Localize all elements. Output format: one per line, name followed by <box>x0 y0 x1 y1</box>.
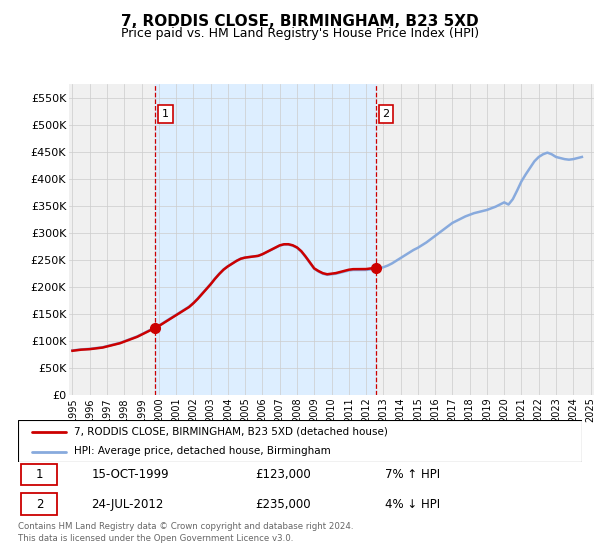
Text: £123,000: £123,000 <box>255 468 311 482</box>
Text: 7, RODDIS CLOSE, BIRMINGHAM, B23 5XD (detached house): 7, RODDIS CLOSE, BIRMINGHAM, B23 5XD (de… <box>74 427 388 437</box>
FancyBboxPatch shape <box>21 493 58 515</box>
Text: 1: 1 <box>35 468 43 482</box>
Text: Contains HM Land Registry data © Crown copyright and database right 2024.
This d: Contains HM Land Registry data © Crown c… <box>18 522 353 543</box>
Text: £235,000: £235,000 <box>255 498 311 511</box>
Bar <box>155 84 376 395</box>
Text: 15-OCT-1999: 15-OCT-1999 <box>91 468 169 482</box>
Text: 7% ↑ HPI: 7% ↑ HPI <box>385 468 440 482</box>
Text: 24-JUL-2012: 24-JUL-2012 <box>91 498 164 511</box>
Text: 7, RODDIS CLOSE, BIRMINGHAM, B23 5XD: 7, RODDIS CLOSE, BIRMINGHAM, B23 5XD <box>121 14 479 29</box>
FancyBboxPatch shape <box>21 464 58 485</box>
Text: 2: 2 <box>382 109 389 119</box>
Text: 2: 2 <box>35 498 43 511</box>
Text: Price paid vs. HM Land Registry's House Price Index (HPI): Price paid vs. HM Land Registry's House … <box>121 27 479 40</box>
Text: 4% ↓ HPI: 4% ↓ HPI <box>385 498 440 511</box>
Text: HPI: Average price, detached house, Birmingham: HPI: Average price, detached house, Birm… <box>74 446 331 456</box>
Text: 1: 1 <box>162 109 169 119</box>
